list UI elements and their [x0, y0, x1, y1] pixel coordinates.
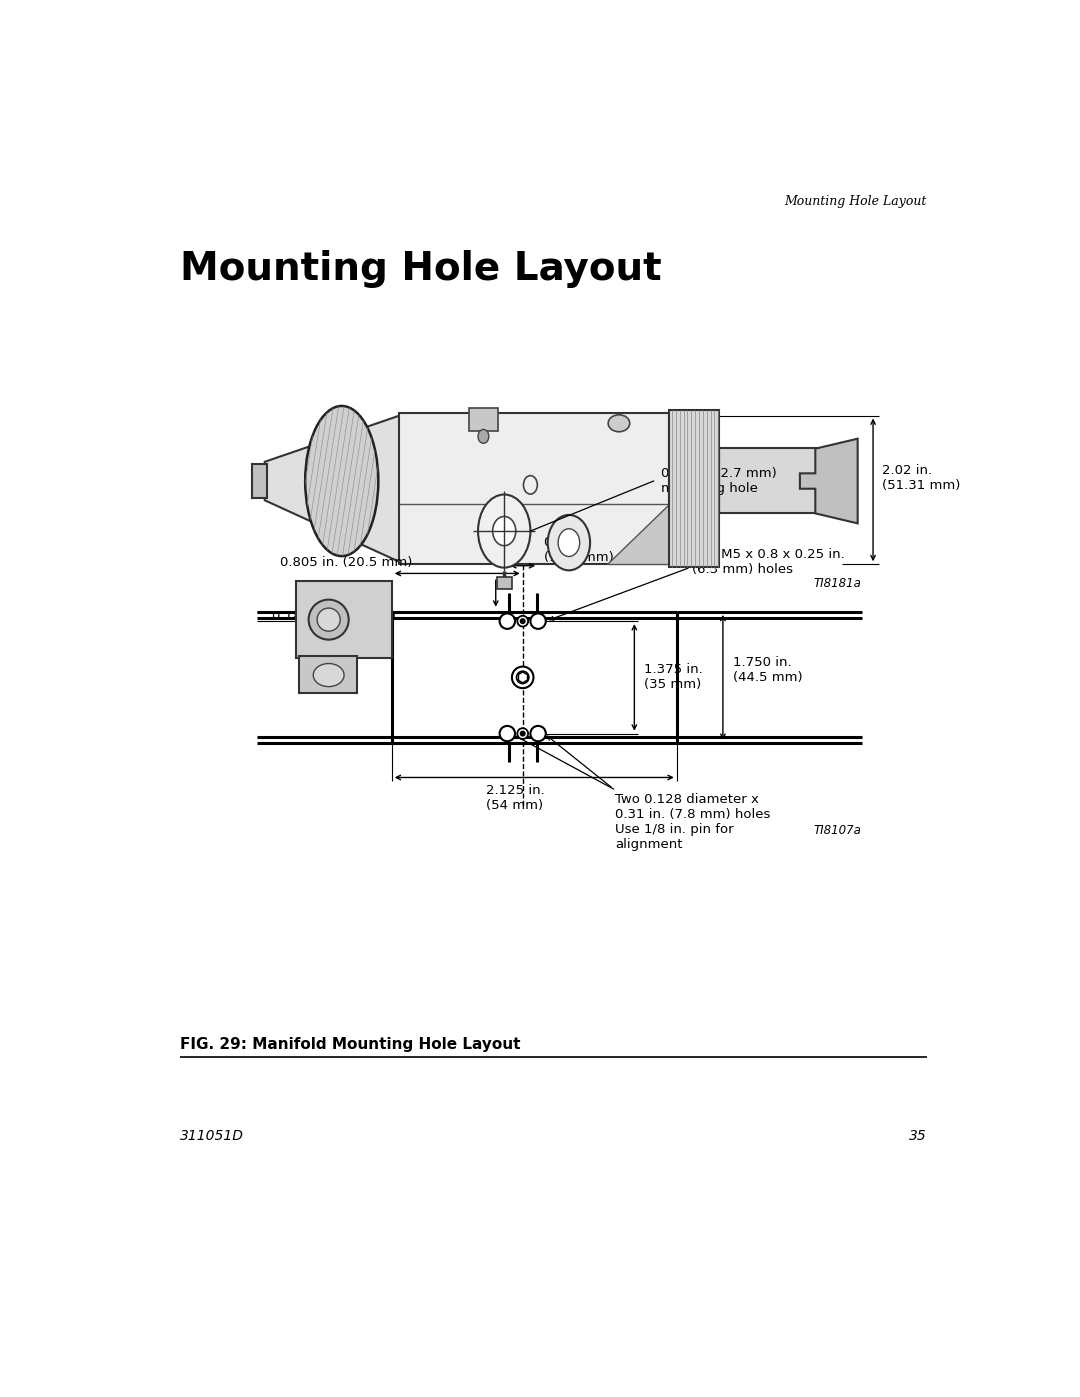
Circle shape — [521, 619, 525, 623]
Circle shape — [521, 731, 525, 736]
Circle shape — [500, 726, 515, 742]
Circle shape — [530, 613, 545, 629]
Bar — [296, 581, 392, 658]
Text: 0.187 in. (4.8 mm): 0.187 in. (4.8 mm) — [272, 610, 396, 623]
Circle shape — [530, 726, 545, 742]
Ellipse shape — [306, 407, 378, 556]
Text: Two 0.128 diameter x
0.31 in. (7.8 mm) holes
Use 1/8 in. pin for
alignment: Two 0.128 diameter x 0.31 in. (7.8 mm) h… — [616, 793, 770, 851]
Text: TI8181a: TI8181a — [813, 577, 862, 591]
Ellipse shape — [313, 664, 345, 686]
Text: TI8107a: TI8107a — [813, 824, 862, 837]
Circle shape — [512, 666, 534, 689]
Text: 1.375 in.
(35 mm): 1.375 in. (35 mm) — [645, 664, 703, 692]
Bar — [469, 408, 498, 432]
Text: 0.805 in. (20.5 mm): 0.805 in. (20.5 mm) — [280, 556, 413, 569]
Bar — [497, 577, 512, 588]
Ellipse shape — [548, 515, 590, 570]
Bar — [669, 411, 719, 567]
Bar — [252, 464, 267, 497]
Bar — [400, 414, 669, 564]
Ellipse shape — [318, 608, 340, 631]
Polygon shape — [607, 504, 669, 564]
Text: 2.02 in.
(51.31 mm): 2.02 in. (51.31 mm) — [882, 464, 961, 492]
Text: 35: 35 — [909, 1129, 927, 1143]
Ellipse shape — [478, 495, 530, 567]
Text: Two M5 x 0.8 x 0.25 in.
(6.3 mm) holes: Two M5 x 0.8 x 0.25 in. (6.3 mm) holes — [692, 548, 845, 576]
Ellipse shape — [608, 415, 630, 432]
Circle shape — [500, 613, 515, 629]
Ellipse shape — [478, 429, 489, 443]
Text: Mounting Hole Layout: Mounting Hole Layout — [784, 194, 927, 208]
Circle shape — [517, 728, 528, 739]
Ellipse shape — [558, 529, 580, 556]
Text: FIG. 29: Manifold Mounting Hole Layout: FIG. 29: Manifold Mounting Hole Layout — [180, 1038, 521, 1052]
Ellipse shape — [524, 475, 538, 495]
Ellipse shape — [309, 599, 349, 640]
Text: 0.5 in. (12.7 mm)
mounting hole: 0.5 in. (12.7 mm) mounting hole — [661, 467, 777, 495]
Bar — [299, 655, 357, 693]
Text: 0.4 in.
(10.2 mm): 0.4 in. (10.2 mm) — [544, 536, 615, 564]
Circle shape — [517, 616, 528, 627]
Bar — [719, 448, 846, 513]
Text: 311051D: 311051D — [180, 1129, 244, 1143]
Text: 1.750 in.
(44.5 mm): 1.750 in. (44.5 mm) — [733, 655, 802, 683]
Text: 2.125 in.
(54 mm): 2.125 in. (54 mm) — [486, 784, 544, 812]
Circle shape — [516, 671, 529, 683]
Text: Mounting Hole Layout: Mounting Hole Layout — [180, 250, 662, 288]
Ellipse shape — [492, 517, 516, 546]
Polygon shape — [265, 415, 400, 562]
Polygon shape — [800, 439, 858, 524]
